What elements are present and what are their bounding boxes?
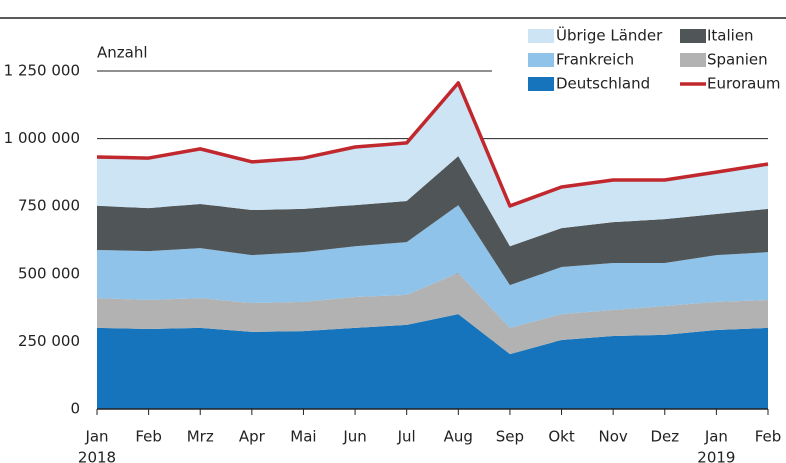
y-tick-label: 0 — [70, 400, 80, 418]
y-tick-label: 250 000 — [18, 332, 80, 350]
y-tick-label: 1 000 000 — [4, 129, 80, 147]
x-year-label: 2019 — [697, 449, 735, 463]
x-tick-label: Mrz — [187, 428, 214, 446]
y-tick-label: 1 250 000 — [4, 62, 80, 80]
legend-label: Euroraum — [707, 75, 780, 93]
x-tick-label: Aug — [444, 428, 473, 446]
area — [97, 156, 768, 286]
area — [97, 272, 768, 355]
area — [97, 205, 768, 328]
x-tick-label: Jan — [704, 428, 728, 446]
legend-label: Frankreich — [556, 51, 634, 69]
y-tick-label: 500 000 — [18, 264, 80, 282]
x-year-label: 2018 — [78, 449, 116, 463]
x-tick-label: Jun — [342, 428, 366, 446]
x-tick-label: Jan — [84, 428, 108, 446]
line — [96, 81, 769, 208]
legend-label: Übrige Länder — [556, 26, 663, 45]
area — [97, 314, 768, 409]
x-tick-label: Sep — [496, 428, 524, 446]
legend-swatch — [680, 53, 706, 67]
area — [97, 82, 768, 247]
x-tick-label: Feb — [755, 428, 782, 446]
y-axis-label: Anzahl — [97, 44, 148, 62]
legend-swatch — [528, 29, 554, 43]
x-tick-label: Apr — [239, 428, 266, 446]
x-tick-label: Mai — [290, 428, 316, 446]
legend-label: Spanien — [707, 51, 768, 69]
legend-swatch — [528, 53, 554, 67]
legend-label: Deutschland — [556, 75, 650, 93]
x-tick-label: Dez — [650, 428, 679, 446]
legend-label: Italien — [707, 27, 754, 45]
legend-swatch — [528, 77, 554, 91]
y-tick-label: 750 000 — [18, 197, 80, 215]
x-tick-label: Jul — [397, 428, 416, 446]
x-tick-label: Nov — [599, 428, 628, 446]
x-tick-label: Feb — [135, 428, 162, 446]
legend-swatch — [680, 29, 706, 43]
x-tick-label: Okt — [548, 428, 574, 446]
